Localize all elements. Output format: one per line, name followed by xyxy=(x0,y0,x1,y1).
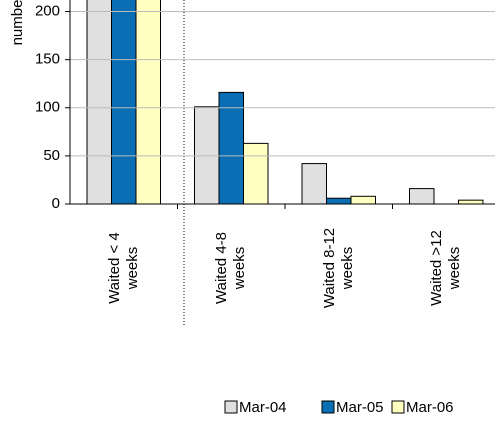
bar xyxy=(350,195,376,205)
bar xyxy=(111,0,137,205)
legend-swatch xyxy=(224,400,238,414)
x-tick-label: Waited < 4 weeks xyxy=(105,232,141,304)
bar xyxy=(409,188,435,205)
x-tick-label: Waited 8-12 weeks xyxy=(320,227,356,309)
bar xyxy=(326,197,352,205)
bar xyxy=(458,199,484,205)
bar xyxy=(135,0,161,205)
y-tick-label: 200 xyxy=(35,3,60,20)
legend-label: Mar-05 xyxy=(336,399,384,416)
y-axis-label: number xyxy=(9,0,26,45)
y-tick-label: 0 xyxy=(52,195,60,212)
legend-label: Mar-04 xyxy=(239,399,287,416)
x-tick-label: Waited >12 weeks xyxy=(428,230,464,306)
y-tick-label: 50 xyxy=(43,147,60,164)
bar xyxy=(86,0,112,205)
legend-label: Mar-06 xyxy=(406,399,454,416)
bar xyxy=(301,163,327,205)
y-tick-label: 150 xyxy=(35,51,60,68)
y-tick-label: 100 xyxy=(35,99,60,116)
legend-swatch xyxy=(321,400,335,414)
bar xyxy=(243,142,269,205)
legend-swatch xyxy=(391,400,405,414)
bar xyxy=(218,91,244,205)
x-tick-label: Waited 4-8 weeks xyxy=(213,232,249,304)
